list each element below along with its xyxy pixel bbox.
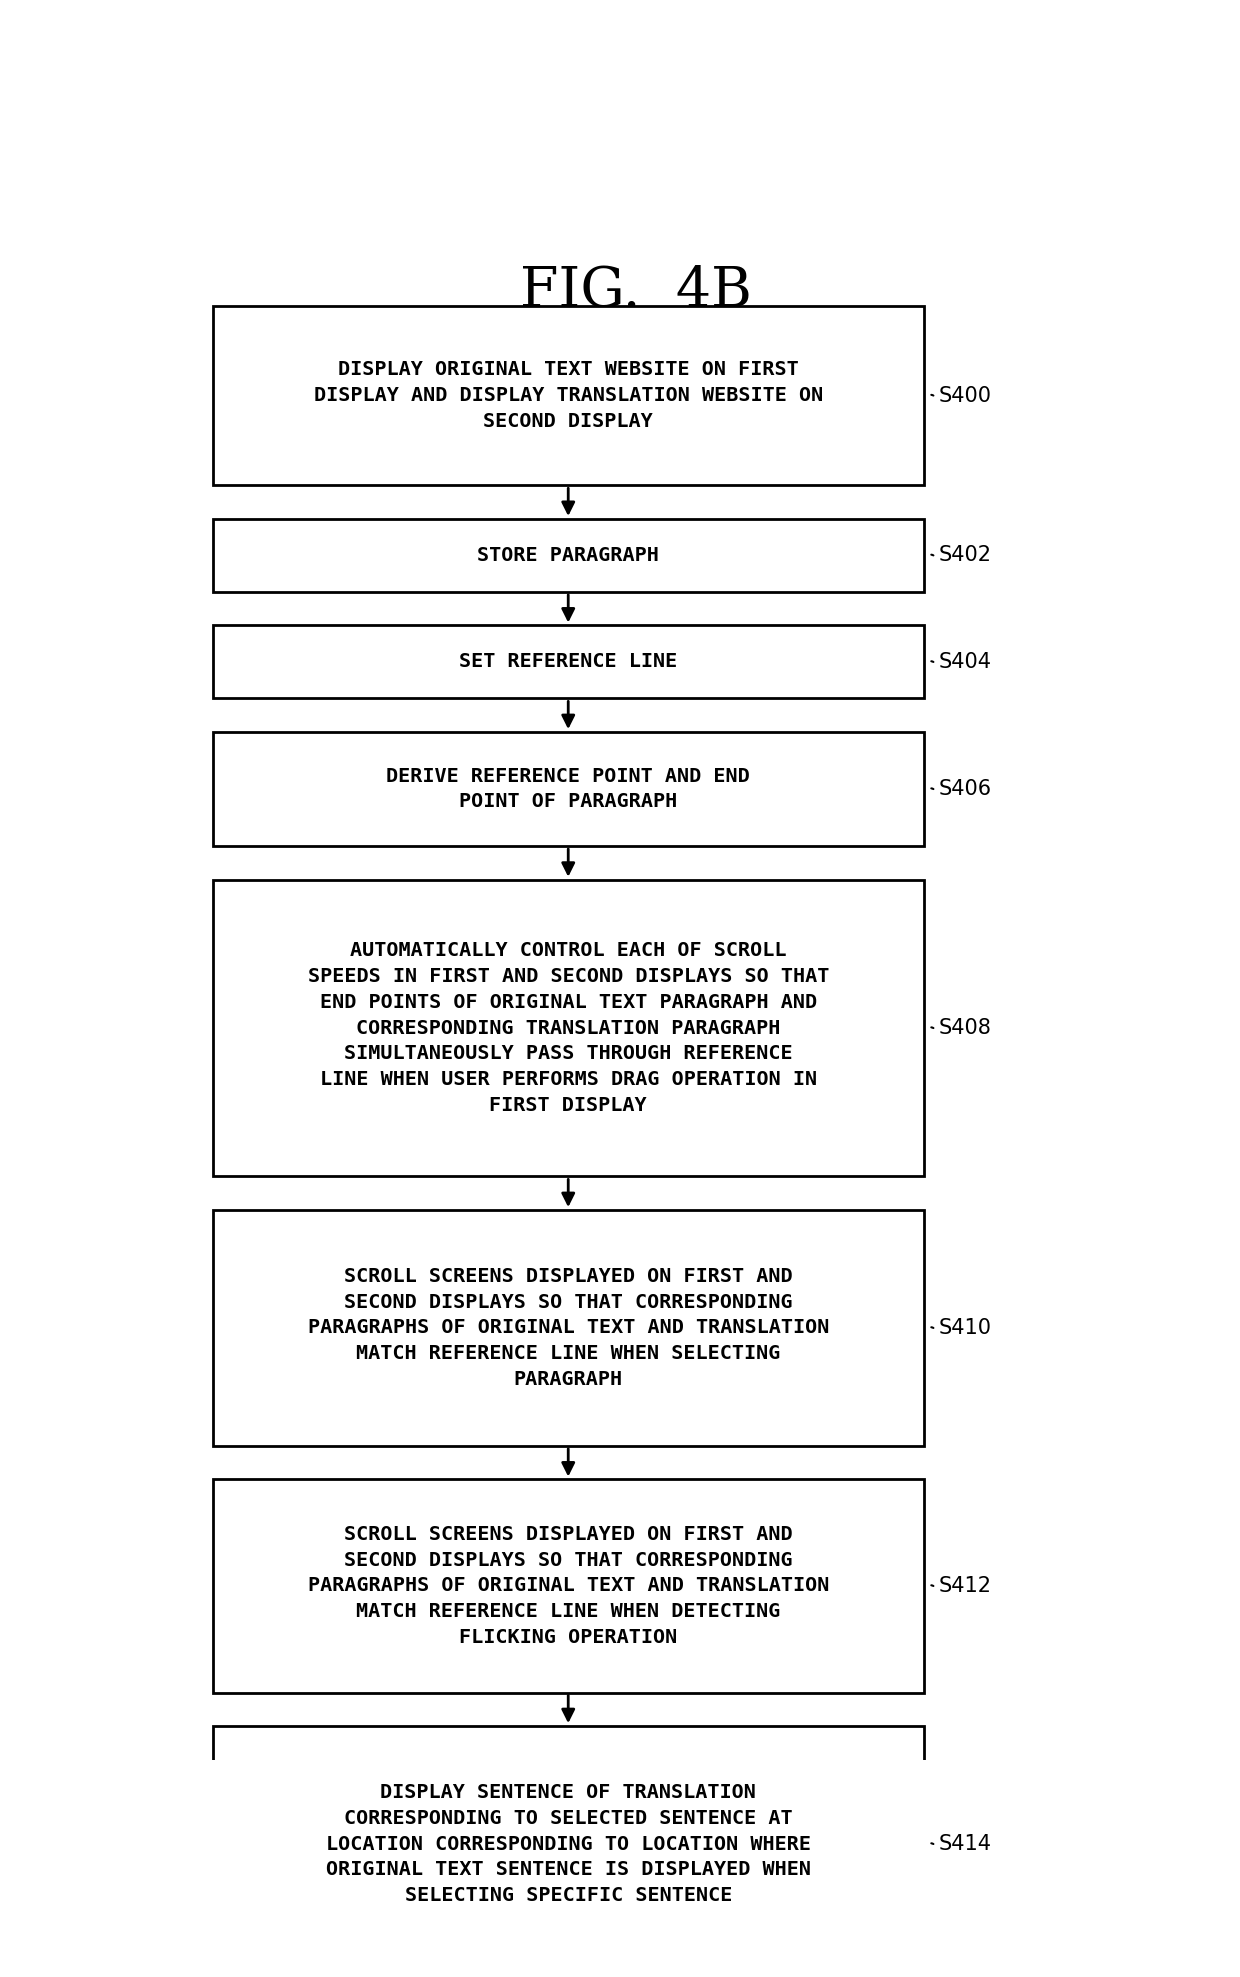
Text: AUTOMATICALLY CONTROL EACH OF SCROLL
SPEEDS IN FIRST AND SECOND DISPLAYS SO THAT: AUTOMATICALLY CONTROL EACH OF SCROLL SPE…: [308, 941, 828, 1115]
Text: S404: S404: [939, 652, 991, 672]
Text: SCROLL SCREENS DISPLAYED ON FIRST AND
SECOND DISPLAYS SO THAT CORRESPONDING
PARA: SCROLL SCREENS DISPLAYED ON FIRST AND SE…: [308, 1267, 828, 1390]
Bar: [213, 625, 924, 698]
Text: SET REFERENCE LINE: SET REFERENCE LINE: [459, 652, 677, 672]
Bar: [213, 1210, 924, 1445]
Bar: [213, 518, 924, 591]
Bar: [213, 880, 924, 1176]
Text: DISPLAY SENTENCE OF TRANSLATION
CORRESPONDING TO SELECTED SENTENCE AT
LOCATION C: DISPLAY SENTENCE OF TRANSLATION CORRESPO…: [326, 1783, 811, 1906]
Bar: [213, 306, 924, 486]
Text: FIG.  4B: FIG. 4B: [520, 265, 751, 320]
Text: S406: S406: [939, 779, 991, 799]
Text: SCROLL SCREENS DISPLAYED ON FIRST AND
SECOND DISPLAYS SO THAT CORRESPONDING
PARA: SCROLL SCREENS DISPLAYED ON FIRST AND SE…: [308, 1524, 828, 1647]
Bar: [213, 731, 924, 846]
Text: S410: S410: [939, 1319, 991, 1338]
Text: S408: S408: [939, 1018, 991, 1038]
Bar: [213, 1726, 924, 1961]
Text: S402: S402: [939, 546, 991, 565]
Bar: [213, 1479, 924, 1692]
Text: STORE PARAGRAPH: STORE PARAGRAPH: [477, 546, 660, 565]
Text: S412: S412: [939, 1576, 991, 1595]
Text: DISPLAY ORIGINAL TEXT WEBSITE ON FIRST
DISPLAY AND DISPLAY TRANSLATION WEBSITE O: DISPLAY ORIGINAL TEXT WEBSITE ON FIRST D…: [314, 360, 823, 431]
Text: S400: S400: [939, 386, 991, 405]
Text: S414: S414: [939, 1835, 991, 1854]
Text: DERIVE REFERENCE POINT AND END
POINT OF PARAGRAPH: DERIVE REFERENCE POINT AND END POINT OF …: [387, 767, 750, 811]
